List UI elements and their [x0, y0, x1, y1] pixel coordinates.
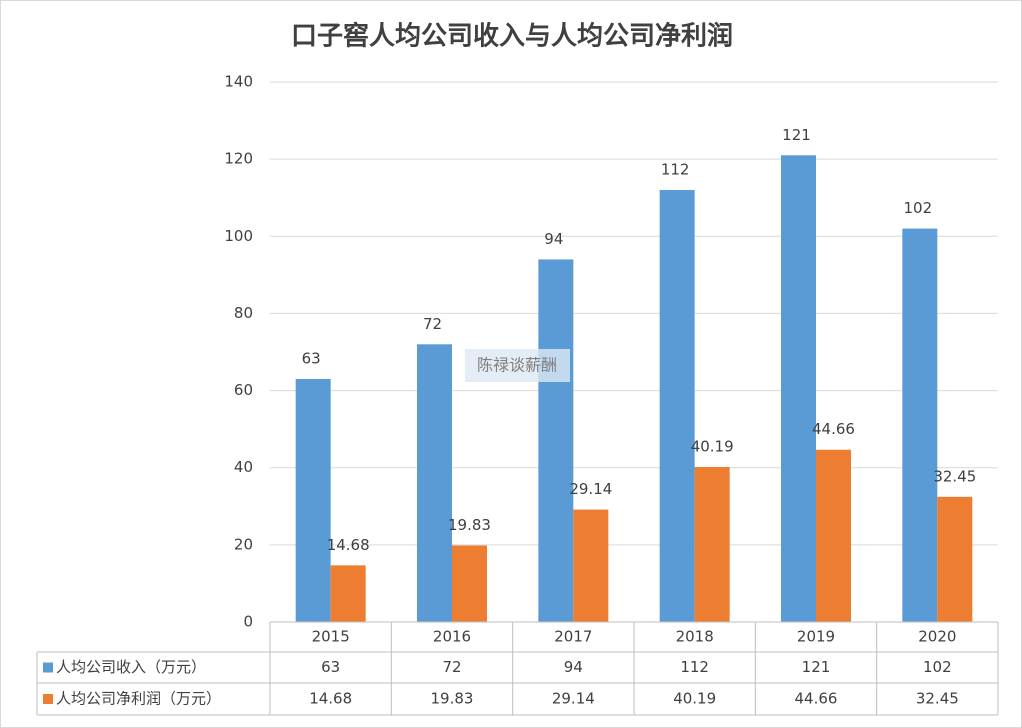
table-cell: 72: [442, 658, 461, 676]
data-label: 44.66: [812, 420, 855, 438]
bar: [781, 155, 816, 623]
x-tick-label: 2017: [554, 628, 592, 646]
data-label: 94: [544, 230, 563, 248]
table-cell: 32.45: [916, 690, 959, 708]
table-cell: 94: [564, 658, 583, 676]
legend-key: [43, 694, 53, 704]
data-label: 102: [904, 199, 933, 217]
bar: [417, 344, 452, 622]
bar: [573, 509, 609, 622]
table-cell: 102: [923, 658, 952, 676]
data-label: 40.19: [691, 437, 734, 455]
watermark-box: [465, 349, 570, 382]
bar: [330, 565, 366, 622]
bar: [538, 259, 574, 622]
bar: [694, 466, 730, 622]
x-tick-label: 2015: [312, 628, 350, 646]
data-label: 32.45: [933, 467, 976, 485]
data-label: 112: [661, 161, 690, 179]
table-cell: 40.19: [673, 690, 716, 708]
legend-label: 人均公司净利润（万元）: [56, 690, 221, 708]
data-label: 29.14: [569, 480, 612, 498]
legend-key: [43, 662, 53, 673]
table-cell: 121: [802, 658, 831, 676]
chart-title: 口子窖人均公司收入与人均公司净利润: [291, 21, 733, 52]
y-tick-label: 0: [243, 613, 253, 631]
y-tick-label: 120: [224, 150, 253, 168]
watermark: 陈禄谈薪酬: [477, 356, 557, 375]
x-tick-label: 2020: [918, 628, 956, 646]
bar: [902, 228, 938, 623]
bar: [816, 449, 851, 622]
table-cell: 63: [321, 658, 340, 676]
table-cell: 112: [680, 658, 709, 676]
bar: [937, 496, 973, 622]
table-cell: 29.14: [552, 690, 595, 708]
data-label: 14.68: [327, 536, 370, 554]
x-tick-label: 2019: [797, 628, 835, 646]
table-cell: 19.83: [431, 690, 474, 708]
data-label: 19.83: [448, 516, 491, 534]
table-cell: 44.66: [795, 690, 838, 708]
y-tick-label: 140: [224, 73, 253, 91]
y-tick-label: 100: [224, 227, 253, 245]
legend-label: 人均公司收入（万元）: [56, 658, 206, 676]
data-label: 63: [302, 350, 321, 368]
y-tick-label: 60: [234, 381, 253, 399]
data-label: 72: [423, 315, 442, 333]
y-tick-label: 40: [234, 458, 253, 476]
bar: [452, 545, 487, 622]
y-tick-label: 80: [234, 304, 253, 322]
bar: [659, 190, 695, 622]
bar: [295, 379, 331, 622]
data-label: 121: [782, 126, 811, 144]
y-tick-label: 20: [234, 535, 253, 553]
x-tick-label: 2018: [676, 628, 714, 646]
x-tick-label: 2016: [433, 628, 471, 646]
table-cell: 14.68: [309, 690, 352, 708]
